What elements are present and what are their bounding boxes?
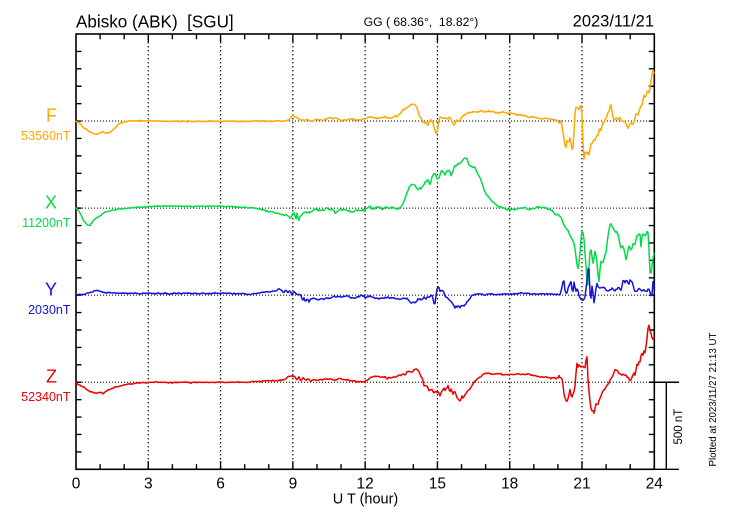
svg-text:24: 24 (646, 476, 664, 493)
svg-text:15: 15 (429, 476, 446, 493)
svg-text:Abisko (ABK) [SGU]: Abisko (ABK) [SGU] (76, 13, 234, 32)
svg-text:U T (hour): U T (hour) (333, 492, 399, 508)
svg-text:11200nT: 11200nT (22, 216, 71, 230)
svg-text:2023/11/21: 2023/11/21 (573, 13, 654, 31)
svg-text:3: 3 (144, 476, 153, 493)
svg-text:52340nT: 52340nT (21, 390, 71, 404)
svg-text:2030nT: 2030nT (28, 303, 71, 317)
svg-text:X: X (45, 193, 57, 213)
svg-text:21: 21 (573, 476, 590, 493)
svg-text:500 nT: 500 nT (673, 409, 685, 445)
svg-text:GG ( 68.36°, 18.82°): GG ( 68.36°, 18.82°) (364, 15, 479, 29)
svg-text:18: 18 (501, 476, 518, 493)
svg-text:0: 0 (72, 476, 81, 493)
svg-text:Z: Z (46, 367, 57, 387)
svg-text:F: F (46, 106, 57, 126)
svg-text:Plotted at 2023/11/27 21:13 UT: Plotted at 2023/11/27 21:13 UT (708, 332, 719, 466)
svg-text:Y: Y (45, 280, 57, 300)
svg-text:12: 12 (356, 476, 373, 493)
svg-text:53560nT: 53560nT (21, 129, 71, 143)
svg-text:6: 6 (216, 476, 225, 493)
svg-text:9: 9 (289, 476, 298, 493)
